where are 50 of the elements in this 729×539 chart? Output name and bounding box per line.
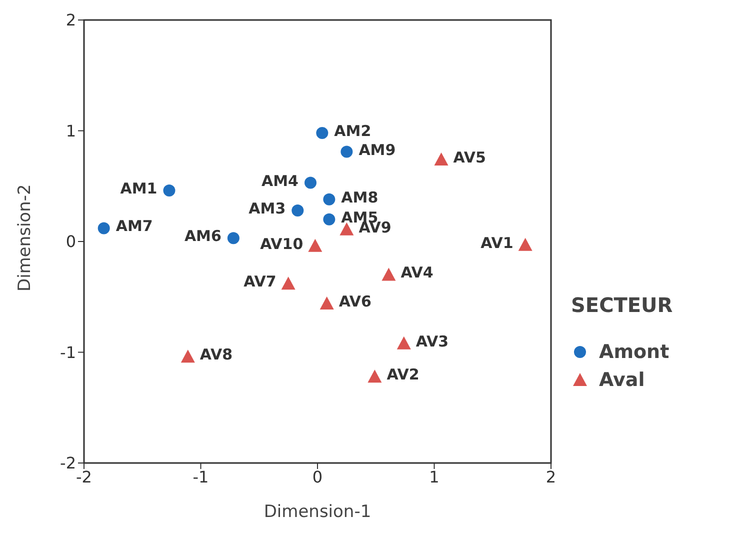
- point: [323, 213, 336, 226]
- legend-label: Amont: [598, 340, 670, 362]
- point: [281, 276, 296, 290]
- data-label: AM8: [341, 188, 378, 206]
- point: [340, 222, 354, 236]
- point: [292, 204, 304, 216]
- data-label: AV5: [453, 148, 486, 167]
- data-label: AV10: [260, 234, 304, 253]
- point: [180, 350, 195, 363]
- point: [518, 238, 532, 251]
- y-axis-title: Dimension-2: [15, 184, 36, 292]
- data-label: AV8: [200, 346, 233, 364]
- point: [434, 152, 448, 166]
- data-label: AV4: [400, 264, 434, 282]
- y-tick-label: 1: [66, 121, 76, 140]
- data-label: AM7: [116, 217, 153, 236]
- y-tick-label: 2: [66, 10, 76, 30]
- data-label: AM3: [248, 199, 286, 218]
- data-label: AV1: [480, 234, 514, 252]
- point: [320, 296, 334, 310]
- data-label: AV6: [338, 292, 372, 311]
- x-tick-label: 0: [312, 467, 323, 486]
- data-label: AV2: [386, 366, 420, 384]
- data-label: AM1: [120, 180, 158, 198]
- point: [316, 126, 328, 139]
- point: [340, 146, 353, 158]
- y-tick-label: -1: [60, 342, 76, 362]
- point: [304, 176, 316, 189]
- data-label: AM2: [334, 122, 372, 140]
- x-axis-title: Dimension-1: [264, 502, 372, 522]
- x-tick-label: 1: [429, 467, 440, 486]
- point: [396, 336, 411, 350]
- point: [382, 268, 396, 281]
- y-tick-label: 0: [66, 232, 76, 252]
- legend-label: Aval: [598, 368, 646, 390]
- point: [98, 222, 110, 234]
- y-tick-label: -2: [60, 454, 76, 473]
- data-label: AM9: [358, 140, 396, 159]
- point: [163, 184, 176, 197]
- legend-title: SECTEUR: [571, 292, 674, 316]
- point: [308, 238, 322, 252]
- point: [323, 193, 336, 206]
- data-label: AV3: [416, 332, 449, 350]
- data-label: AM6: [184, 227, 222, 246]
- data-label: AV7: [244, 272, 276, 291]
- data-label: AM4: [262, 172, 298, 190]
- x-tick-label: -1: [192, 467, 209, 486]
- point: [368, 370, 382, 383]
- point: [227, 232, 240, 244]
- x-tick-label: 2: [546, 467, 556, 486]
